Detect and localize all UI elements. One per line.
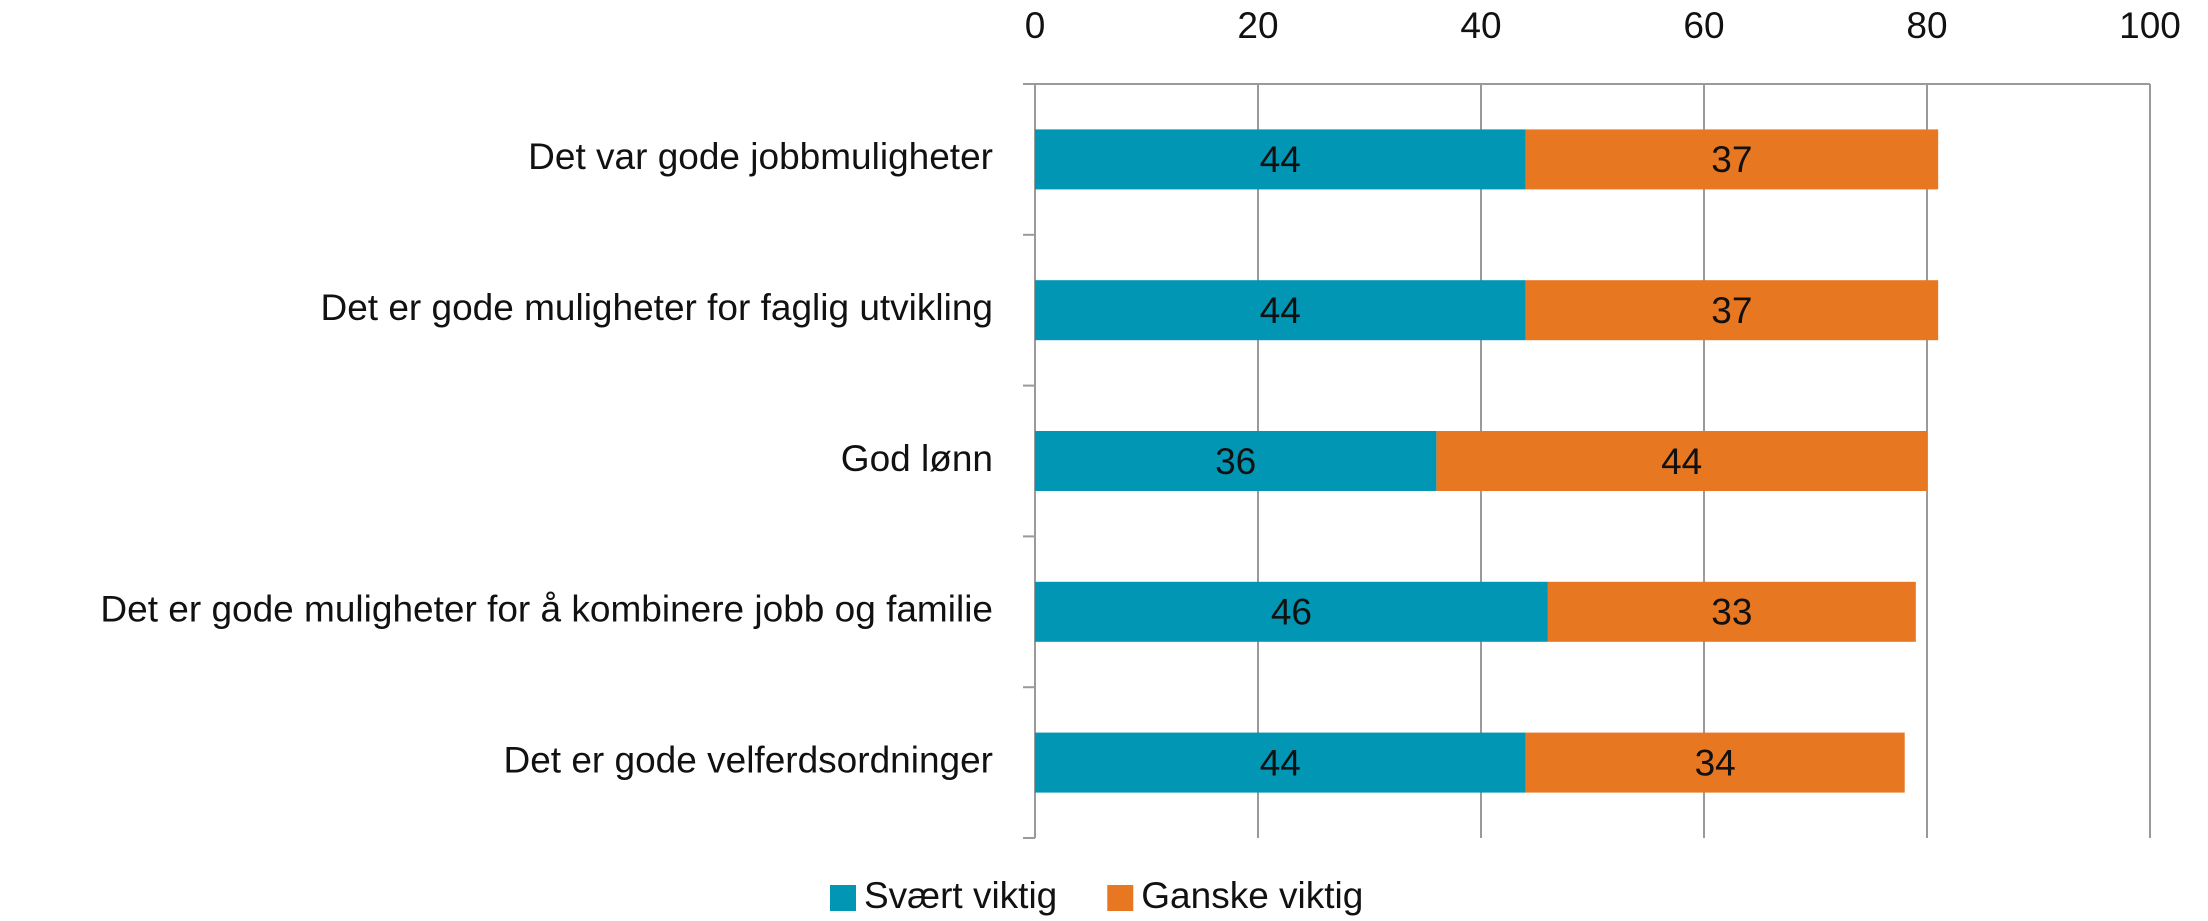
bar-segment (1525, 732, 1905, 793)
x-tick-label: 80 (1906, 5, 1947, 46)
data-label: 33 (1711, 592, 1752, 633)
x-tick-label: 20 (1237, 5, 1278, 46)
y-tick-label: Det er gode muligheter for å kombinere j… (100, 589, 993, 630)
data-label: 46 (1271, 592, 1312, 633)
bar-segment (1525, 129, 1939, 190)
bar-segment (1035, 431, 1437, 491)
data-label: 44 (1260, 290, 1301, 331)
data-label: 37 (1711, 290, 1752, 331)
bar-segment (1035, 280, 1526, 341)
y-tick-label: Det er gode muligheter for faglig utvikl… (320, 287, 993, 328)
bar-segment (1035, 732, 1526, 793)
x-tick-label: 0 (1025, 5, 1046, 46)
x-tick-label: 40 (1460, 5, 1501, 46)
x-tick-label: 100 (2119, 5, 2181, 46)
data-label: 44 (1260, 742, 1301, 783)
bar-segment (1525, 280, 1939, 341)
bar-segment (1436, 431, 1927, 491)
legend-swatch (1107, 885, 1134, 911)
data-label: 44 (1661, 441, 1702, 482)
bar-segment (1035, 581, 1548, 642)
y-tick-label: Det er gode velferdsordninger (503, 739, 993, 780)
legend-label: Svært viktig (864, 875, 1057, 916)
data-label: 34 (1695, 742, 1736, 783)
x-tick-label: 60 (1683, 5, 1724, 46)
data-label: 36 (1215, 441, 1256, 482)
bar-segment (1035, 129, 1526, 190)
data-label: 44 (1260, 139, 1301, 180)
legend: Svært viktig Ganske viktig (830, 875, 1363, 916)
bar-segment (1547, 581, 1916, 642)
y-tick-label: God lønn (841, 438, 993, 479)
legend-swatch (830, 885, 856, 911)
y-tick-label: Det var gode jobbmuligheter (528, 136, 993, 177)
legend-label: Ganske viktig (1141, 875, 1363, 916)
data-label: 37 (1711, 139, 1752, 180)
